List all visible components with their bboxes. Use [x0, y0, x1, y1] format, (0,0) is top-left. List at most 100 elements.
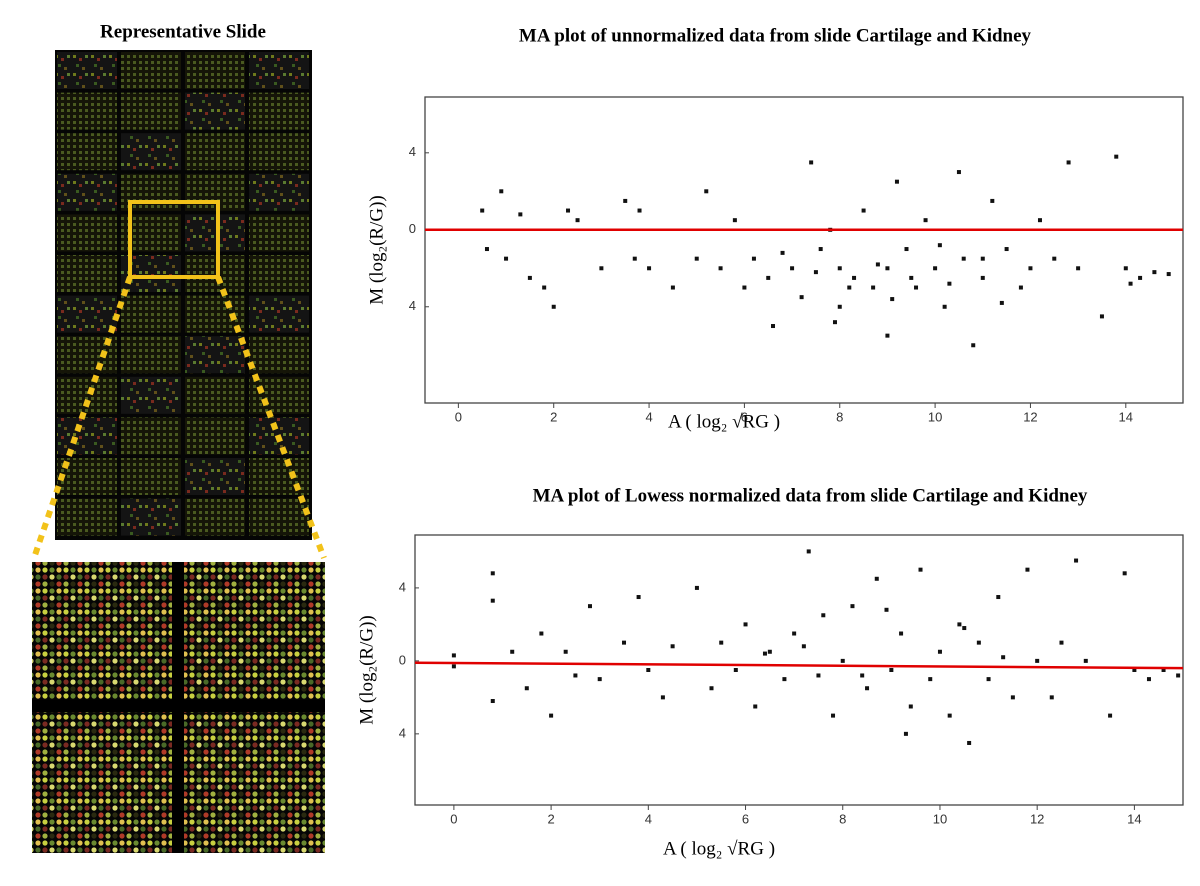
- point: [566, 208, 571, 213]
- point: [962, 626, 967, 631]
- slide-block: [185, 133, 245, 171]
- point: [490, 598, 495, 603]
- point: [871, 285, 876, 290]
- point: [894, 179, 899, 184]
- slide-block: [121, 295, 181, 333]
- slide-title: Representative Slide: [100, 21, 266, 42]
- point: [599, 266, 604, 271]
- point: [1037, 218, 1042, 223]
- point: [885, 266, 890, 271]
- slide-block: [185, 458, 245, 495]
- point: [801, 644, 806, 649]
- point: [999, 300, 1004, 305]
- point: [766, 275, 771, 280]
- point: [909, 275, 914, 280]
- point: [549, 713, 554, 718]
- point: [1152, 270, 1157, 275]
- point: [694, 585, 699, 590]
- slide-block: [57, 214, 117, 252]
- point: [1066, 160, 1071, 165]
- slide-block: [249, 295, 309, 333]
- point: [632, 256, 637, 261]
- point: [622, 640, 627, 645]
- slide-block: [249, 336, 309, 374]
- point: [742, 285, 747, 290]
- point: [1076, 266, 1081, 271]
- point: [637, 208, 642, 213]
- point: [852, 275, 857, 280]
- slide-block: [249, 133, 309, 171]
- point: [704, 189, 709, 194]
- point: [1004, 247, 1009, 252]
- chart-title: MA plot of unnormalized data from slide …: [519, 25, 1032, 46]
- y-axis-label: M (log₂(R/G)): [356, 615, 377, 725]
- reference-line: [414, 661, 1184, 670]
- point: [861, 208, 866, 213]
- point: [1010, 695, 1015, 700]
- slide-block: [121, 52, 181, 89]
- point: [1122, 571, 1127, 576]
- point: [874, 576, 879, 581]
- point: [1146, 677, 1151, 682]
- point: [623, 198, 628, 203]
- slide-block: [185, 214, 245, 252]
- point: [875, 262, 880, 267]
- point: [914, 285, 919, 290]
- point: [923, 218, 928, 223]
- point: [1074, 558, 1079, 563]
- slide-block: [57, 498, 117, 536]
- point: [1161, 668, 1166, 672]
- slide-block: [185, 52, 245, 89]
- zoom-box: [128, 200, 220, 279]
- point: [780, 250, 785, 255]
- slide-block: [57, 133, 117, 171]
- point: [670, 644, 675, 649]
- point: [1052, 256, 1057, 261]
- point: [884, 607, 889, 612]
- point: [1083, 658, 1088, 663]
- slide-block: [57, 417, 117, 455]
- slide-block: [185, 417, 245, 455]
- point: [573, 673, 578, 678]
- point: [933, 266, 938, 271]
- point: [957, 622, 962, 627]
- point: [732, 218, 737, 223]
- point: [1059, 640, 1064, 645]
- point: [670, 285, 675, 290]
- point: [484, 247, 489, 252]
- slide-block: [121, 133, 181, 171]
- point: [751, 256, 756, 261]
- point: [1123, 266, 1128, 271]
- point: [518, 212, 523, 217]
- x-tick-label: 0: [450, 811, 457, 826]
- zoom-gap: [32, 700, 325, 712]
- point: [937, 243, 942, 248]
- point: [451, 664, 456, 669]
- slide-block: [57, 52, 117, 89]
- point: [719, 640, 724, 645]
- slide-block: [121, 417, 181, 455]
- point: [636, 595, 641, 600]
- zoom-connector: [31, 276, 133, 559]
- slide-block: [57, 376, 117, 414]
- x-tick-label: 8: [836, 409, 843, 424]
- slide-block: [185, 92, 245, 130]
- point: [799, 295, 804, 300]
- point: [899, 631, 904, 636]
- point: [928, 677, 933, 682]
- y-tick-label: 4: [409, 144, 416, 159]
- point: [551, 304, 556, 309]
- slide-block: [185, 255, 245, 292]
- slide-block: [121, 498, 181, 536]
- point: [504, 256, 509, 261]
- point: [527, 275, 532, 280]
- point: [821, 613, 826, 618]
- point: [490, 571, 495, 576]
- slide-block: [121, 376, 181, 414]
- point: [1018, 285, 1023, 290]
- point: [790, 266, 795, 271]
- point: [986, 677, 991, 682]
- x-tick-label: 4: [645, 811, 652, 826]
- point: [967, 740, 972, 745]
- point: [753, 704, 758, 709]
